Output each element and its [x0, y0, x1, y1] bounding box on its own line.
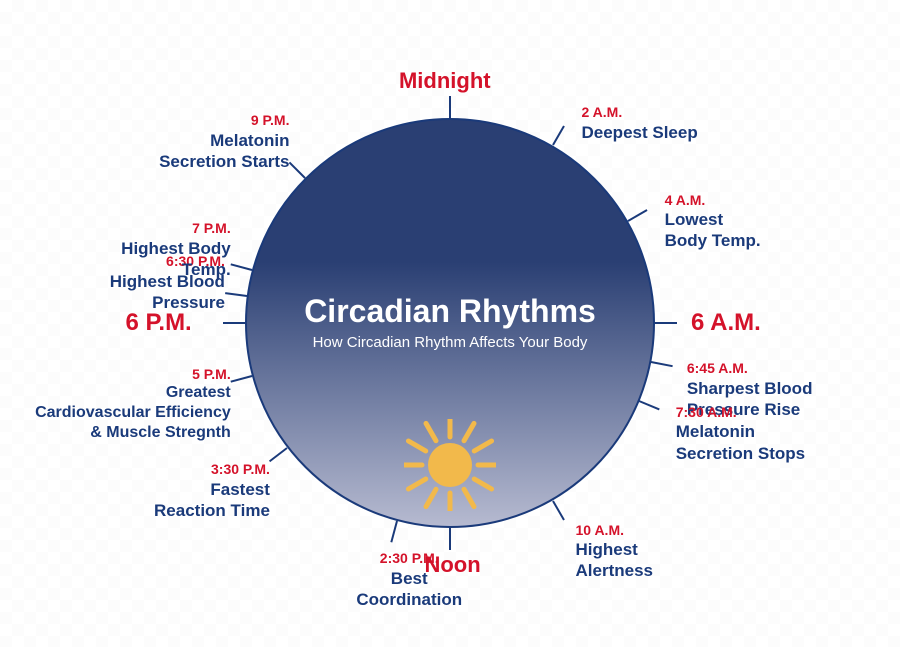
axis-label: 6 A.M.	[691, 309, 761, 337]
event-desc: MelatoninSecretion Starts	[139, 130, 289, 173]
event-time: 7:30 A.M.	[676, 404, 805, 422]
event-label: 10 A.M.HighestAlertness	[576, 522, 653, 582]
event-desc: LowestBody Temp.	[665, 209, 761, 252]
event-time: 5 P.M.	[3, 366, 231, 384]
tick-mark	[449, 96, 451, 118]
event-label: 2 A.M.Deepest Sleep	[582, 104, 698, 143]
axis-label: Noon	[424, 552, 480, 578]
event-label: 4 A.M.LowestBody Temp.	[665, 192, 761, 252]
center-title: Circadian Rhythms How Circadian Rhythm Af…	[250, 293, 650, 351]
event-time: 3:30 P.M.	[130, 461, 270, 479]
event-label: 7:30 A.M.MelatoninSecretion Stops	[676, 404, 805, 464]
event-time: 10 A.M.	[576, 522, 653, 540]
axis-label: Midnight	[399, 68, 491, 94]
event-time: 2 A.M.	[582, 104, 698, 122]
sun-icon	[404, 419, 496, 511]
moon-icon	[410, 150, 490, 230]
event-desc: GreatestCardiovascular Efficiency& Muscl…	[3, 383, 231, 443]
event-label: 5 P.M.GreatestCardiovascular Efficiency&…	[3, 366, 231, 444]
event-label: 7 P.M.Highest BodyTemp.	[101, 220, 231, 280]
event-time: 9 P.M.	[139, 112, 289, 130]
event-desc: FastestReaction Time	[130, 479, 270, 522]
tick-mark	[223, 322, 245, 324]
event-time: 6:45 A.M.	[687, 360, 813, 378]
event-desc: HighestAlertness	[576, 539, 653, 582]
event-time: 7 P.M.	[101, 220, 231, 238]
event-desc: Deepest Sleep	[582, 122, 698, 143]
tick-mark	[449, 528, 451, 550]
event-time: 4 A.M.	[665, 192, 761, 210]
circadian-diagram: Circadian Rhythms How Circadian Rhythm Af…	[0, 0, 900, 647]
axis-label: 6 P.M.	[125, 309, 191, 337]
subtitle-text: How Circadian Rhythm Affects Your Body	[250, 334, 650, 351]
tick-mark	[655, 322, 677, 324]
event-desc: Highest BodyTemp.	[101, 238, 231, 281]
event-label: 3:30 P.M.FastestReaction Time	[130, 461, 270, 521]
event-label: 9 P.M.MelatoninSecretion Starts	[139, 112, 289, 172]
title-text: Circadian Rhythms	[250, 293, 650, 330]
event-desc: MelatoninSecretion Stops	[676, 421, 805, 464]
